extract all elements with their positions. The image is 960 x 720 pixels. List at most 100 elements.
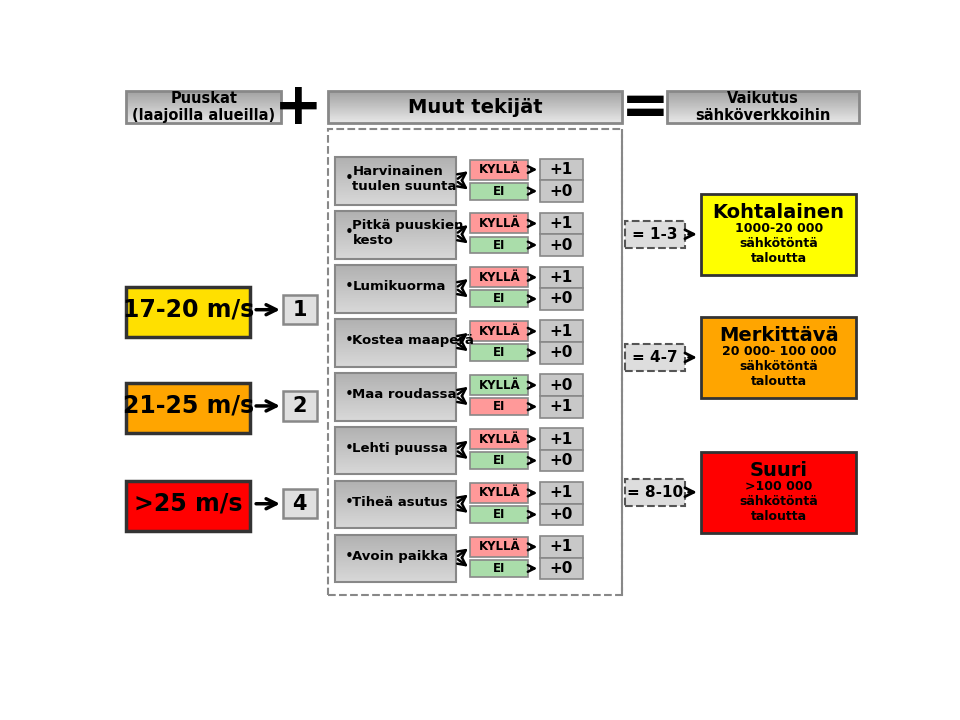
Bar	[667, 104, 859, 105]
Bar	[126, 96, 281, 97]
Bar	[470, 344, 528, 361]
Bar	[335, 430, 456, 431]
Bar	[335, 335, 456, 336]
Bar	[327, 113, 622, 114]
Bar	[335, 431, 456, 432]
Bar	[335, 524, 456, 525]
Bar	[126, 91, 281, 93]
Bar	[335, 510, 456, 511]
Bar	[335, 228, 456, 230]
Bar	[335, 287, 456, 288]
Bar	[335, 451, 456, 452]
Bar	[335, 215, 456, 217]
Bar	[335, 435, 456, 436]
Bar	[335, 303, 456, 304]
Bar	[335, 182, 456, 184]
Text: +1: +1	[550, 162, 573, 177]
Bar	[667, 100, 859, 101]
Bar	[327, 102, 622, 104]
Bar	[335, 246, 456, 247]
Bar	[335, 214, 456, 215]
Bar	[667, 106, 859, 107]
Bar	[126, 115, 281, 116]
Bar	[335, 265, 456, 312]
Bar	[335, 300, 456, 301]
Bar	[667, 117, 859, 118]
Bar	[335, 463, 456, 464]
Bar	[335, 290, 456, 292]
Bar	[335, 277, 456, 279]
Bar	[335, 386, 456, 387]
Bar	[335, 433, 456, 434]
Bar	[335, 495, 456, 497]
Text: KYLLÄ: KYLLÄ	[478, 325, 520, 338]
Bar	[335, 415, 456, 416]
Bar	[335, 471, 456, 472]
Bar	[335, 253, 456, 254]
Bar	[335, 212, 456, 214]
Bar	[540, 374, 583, 396]
Bar	[335, 180, 456, 181]
Bar	[335, 271, 456, 272]
Bar	[335, 542, 456, 544]
Bar	[335, 359, 456, 360]
Text: Muut tekijät: Muut tekijät	[408, 98, 542, 117]
Text: •: •	[345, 225, 353, 240]
Bar	[327, 122, 622, 123]
Bar	[335, 225, 456, 226]
Bar	[335, 195, 456, 197]
Bar	[667, 96, 859, 97]
Bar	[126, 118, 281, 119]
Bar	[335, 577, 456, 578]
Bar	[667, 114, 859, 115]
Bar	[540, 450, 583, 472]
Bar	[335, 480, 456, 482]
Text: = 8-10: = 8-10	[627, 485, 683, 500]
Bar	[335, 158, 456, 160]
Bar	[327, 115, 622, 116]
Bar	[335, 270, 456, 271]
Bar	[335, 295, 456, 296]
Bar	[335, 415, 456, 417]
Bar	[335, 183, 456, 184]
Bar	[335, 496, 456, 498]
Bar	[335, 269, 456, 271]
Text: •: •	[345, 333, 353, 348]
Bar	[335, 333, 456, 335]
Bar	[335, 176, 456, 178]
Bar	[335, 167, 456, 168]
Bar	[540, 504, 583, 526]
Bar	[335, 442, 456, 444]
Bar	[540, 536, 583, 557]
Bar	[335, 197, 456, 199]
Bar	[327, 106, 622, 107]
Bar	[667, 121, 859, 122]
Bar	[126, 104, 281, 105]
Bar	[126, 106, 281, 107]
Bar	[335, 306, 456, 307]
Bar	[667, 107, 859, 108]
Bar	[126, 121, 281, 122]
Bar	[335, 523, 456, 524]
Text: Maa roudassa: Maa roudassa	[352, 388, 457, 401]
Bar	[335, 185, 456, 186]
Text: Merkittävä: Merkittävä	[719, 326, 839, 346]
Bar	[335, 355, 456, 356]
Bar	[335, 490, 456, 491]
Bar	[335, 402, 456, 403]
Bar	[625, 344, 685, 371]
Bar	[335, 241, 456, 242]
Bar	[126, 94, 281, 95]
Bar	[335, 553, 456, 554]
Bar	[335, 174, 456, 176]
Bar	[335, 379, 456, 381]
Bar	[335, 460, 456, 461]
Bar	[335, 233, 456, 234]
Bar	[335, 464, 456, 465]
Bar	[335, 548, 456, 549]
Bar	[327, 111, 622, 112]
Bar	[335, 181, 456, 182]
Bar	[335, 406, 456, 407]
Bar	[335, 336, 456, 337]
Bar	[335, 377, 456, 379]
